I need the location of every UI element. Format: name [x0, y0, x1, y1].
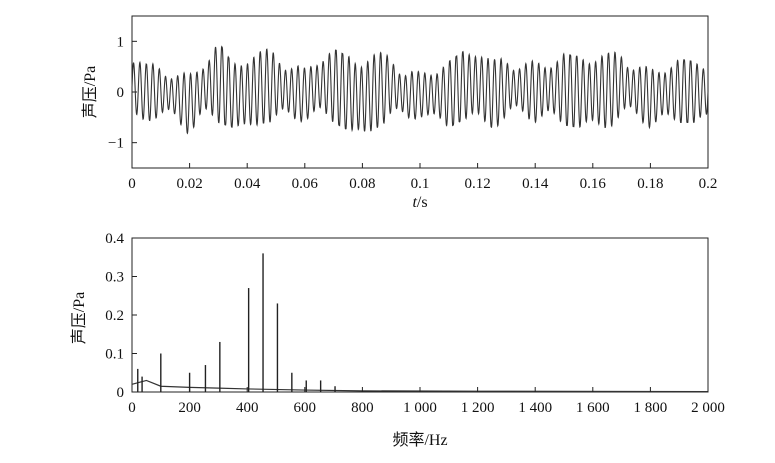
time-x-ticks: 0 0.02 0.04 0.06 0.08 0.1 0.12 0.14 0.16 0.18 0.2: [128, 163, 717, 192]
time-y-tick-label: 0: [117, 85, 125, 101]
freq-y-tick-label: 0.3: [105, 270, 124, 286]
time-x-tick-label: 0.2: [699, 176, 718, 192]
time-x-tick-label: 0.18: [637, 176, 663, 192]
freq-x-tick-label: 0: [128, 400, 136, 416]
frequency-spectrum-series: [131, 253, 709, 393]
time-y-ticks: −1 0 1: [108, 34, 137, 152]
freq-x-tick-label: 1 800: [634, 400, 668, 416]
time-x-tick-label: 0.1: [411, 176, 430, 192]
time-x-tick-label: 0.06: [292, 176, 319, 192]
freq-x-tick-label: 1 400: [518, 400, 552, 416]
freq-x-tick-label: 1 200: [461, 400, 495, 416]
time-x-axis-title: t/s: [412, 194, 427, 211]
time-x-tick-label: 0.02: [176, 176, 202, 192]
time-y-axis-title: 声压/Pa: [81, 66, 99, 118]
freq-x-tick-label: 200: [178, 400, 201, 416]
freq-x-ticks: 0 200 400 600 800 1 000 1 200 1 400 1 600 1 800 2 …: [128, 387, 725, 416]
freq-x-axis-title: 频率/Hz: [392, 431, 447, 449]
frequency-spectrum-panel: 0 200 400 600 800 1 000 1 200 1 400 1 600 1 800 2 …: [70, 231, 725, 449]
time-x-tick-label: 0: [128, 176, 136, 192]
time-waveform-series: [131, 45, 709, 135]
freq-plot-frame: [131, 237, 709, 393]
freq-y-tick-label: 0.1: [105, 347, 124, 363]
freq-x-tick-label: 600: [294, 400, 317, 416]
freq-x-tick-label: 2 000: [691, 400, 725, 416]
freq-x-tick-label: 400: [236, 400, 259, 416]
freq-y-tick-label: 0: [117, 385, 125, 401]
time-x-tick-label: 0.16: [580, 176, 607, 192]
time-waveform-line: [131, 45, 709, 135]
freq-y-tick-label: 0.2: [105, 308, 124, 324]
freq-x-tick-label: 1 000: [403, 400, 437, 416]
freq-x-tick-label: 1 600: [576, 400, 610, 416]
freq-y-tick-label: 0.4: [105, 231, 124, 247]
time-y-tick-label: −1: [108, 136, 124, 152]
time-x-tick-label: 0.08: [349, 176, 375, 192]
freq-y-ticks: 0 0.1 0.2 0.3 0.4: [105, 231, 137, 401]
time-x-tick-label: 0.14: [522, 176, 549, 192]
time-y-tick-label: 1: [117, 34, 125, 50]
time-x-tick-label: 0.12: [464, 176, 490, 192]
freq-x-tick-label: 800: [351, 400, 374, 416]
time-x-tick-label: 0.04: [234, 176, 261, 192]
time-domain-panel: 0 0.02 0.04 0.06 0.08 0.1 0.12 0.14 0.16 0.18 0.2 …: [81, 15, 717, 211]
freq-y-axis-title: 声压/Pa: [70, 292, 88, 344]
